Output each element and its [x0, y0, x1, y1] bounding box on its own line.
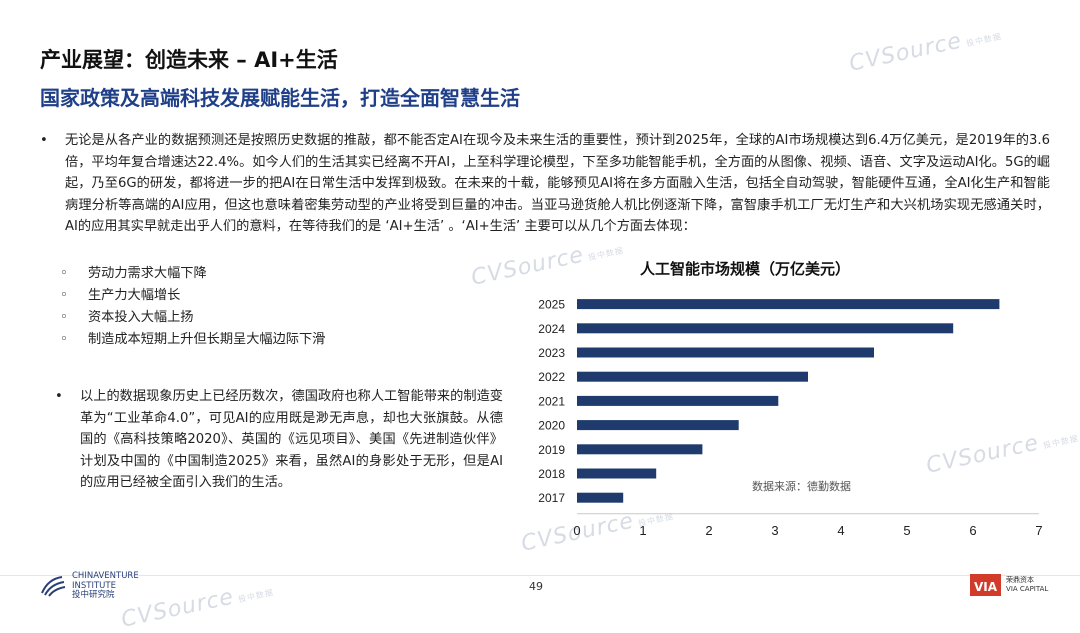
list-item: ◦ 资本投入大幅上扬: [60, 307, 325, 329]
y-tick-label: 2018: [538, 467, 565, 481]
y-tick-label: 2023: [538, 346, 565, 360]
watermark: CVSource投中数据: [469, 242, 625, 291]
bar-2025: [577, 299, 1000, 310]
x-tick-label: 7: [1035, 523, 1042, 538]
list-item: ◦ 制造成本短期上升但长期呈大幅边际下滑: [60, 329, 325, 351]
x-tick-label: 4: [837, 523, 844, 538]
page-number: 49: [529, 580, 543, 593]
aspects-list: ◦ 劳动力需求大幅下降 ◦ 生产力大幅增长 ◦ 资本投入大幅上扬 ◦ 制造成本短…: [60, 263, 325, 351]
chinaventure-logo-text: CHINAVENTURE INSTITUTE 投中研究院: [72, 571, 139, 600]
list-item: ◦ 生产力大幅增长: [60, 285, 325, 307]
y-tick-label: 2019: [538, 443, 565, 457]
list-item-text: 资本投入大幅上扬: [88, 310, 194, 325]
list-item: ◦ 劳动力需求大幅下降: [60, 263, 325, 285]
bar-2017: [577, 492, 624, 503]
watermark: CVSource投中数据: [847, 28, 1003, 77]
second-paragraph-text: 以上的数据现象历史上已经历数次，德国政府也称人工智能带来的制造变革为“工业革命4…: [80, 389, 503, 490]
circle-bullet-icon: ◦: [60, 266, 68, 281]
list-item-text: 制造成本短期上升但长期呈大幅边际下滑: [88, 332, 326, 347]
circle-bullet-icon: ◦: [60, 310, 68, 325]
footer-divider: [0, 575, 1080, 576]
y-tick-label: 2021: [538, 394, 565, 408]
data-source: 数据来源：德勤数据: [752, 480, 851, 493]
via-logo-mark: VIA: [970, 574, 1002, 596]
page-subtitle: 国家政策及高端科技发展赋能生活，打造全面智慧生活: [40, 86, 520, 110]
bar-2019: [577, 444, 703, 455]
watermark: CVSource投中数据: [119, 584, 275, 633]
y-tick-label: 2024: [538, 322, 565, 336]
bar-2021: [577, 395, 779, 406]
bullet-icon: •: [55, 389, 63, 404]
y-tick-label: 2017: [538, 491, 565, 505]
main-paragraph: • 无论是从各产业的数据预测还是按照历史数据的推敲，都不能否定AI在现今及未来生…: [40, 130, 1050, 238]
bar-2022: [577, 371, 808, 382]
page-title: 产业展望：创造未来 – AI+生活: [40, 48, 338, 72]
bullet-icon: •: [40, 133, 48, 148]
circle-bullet-icon: ◦: [60, 332, 68, 347]
via-capital-logo: VIA 荣鼎资本 VIA CAPITAL: [970, 574, 1048, 596]
x-tick-label: 5: [903, 523, 910, 538]
circle-bullet-icon: ◦: [60, 288, 68, 303]
y-tick-label: 2025: [538, 298, 565, 312]
x-tick-label: 0: [573, 523, 580, 538]
x-tick-label: 1: [639, 523, 646, 538]
x-tick-label: 3: [771, 523, 778, 538]
list-item-text: 生产力大幅增长: [88, 288, 181, 303]
chart-title: 人工智能市场规模（万亿美元）: [640, 260, 851, 278]
bar-2018: [577, 468, 657, 479]
x-tick-label: 2: [705, 523, 712, 538]
chinaventure-logo: CHINAVENTURE INSTITUTE 投中研究院: [40, 571, 139, 601]
bar-2023: [577, 347, 874, 358]
bar-2020: [577, 420, 739, 431]
second-paragraph: • 以上的数据现象历史上已经历数次，德国政府也称人工智能带来的制造变革为“工业革…: [55, 386, 503, 494]
y-tick-label: 2022: [538, 370, 565, 384]
y-tick-label: 2020: [538, 419, 565, 433]
market-size-bar-chart: 2025 2024 2023 2022 2021 2020 2019 2018 2017 0 1 2 3…: [538, 298, 1042, 538]
list-item-text: 劳动力需求大幅下降: [88, 266, 207, 281]
main-paragraph-text: 无论是从各产业的数据预测还是按照历史数据的推敲，都不能否定AI在现今及未来生活的…: [65, 133, 1050, 234]
x-tick-label: 6: [969, 523, 976, 538]
chinaventure-logo-icon: [41, 576, 66, 597]
bar-2024: [577, 323, 954, 334]
